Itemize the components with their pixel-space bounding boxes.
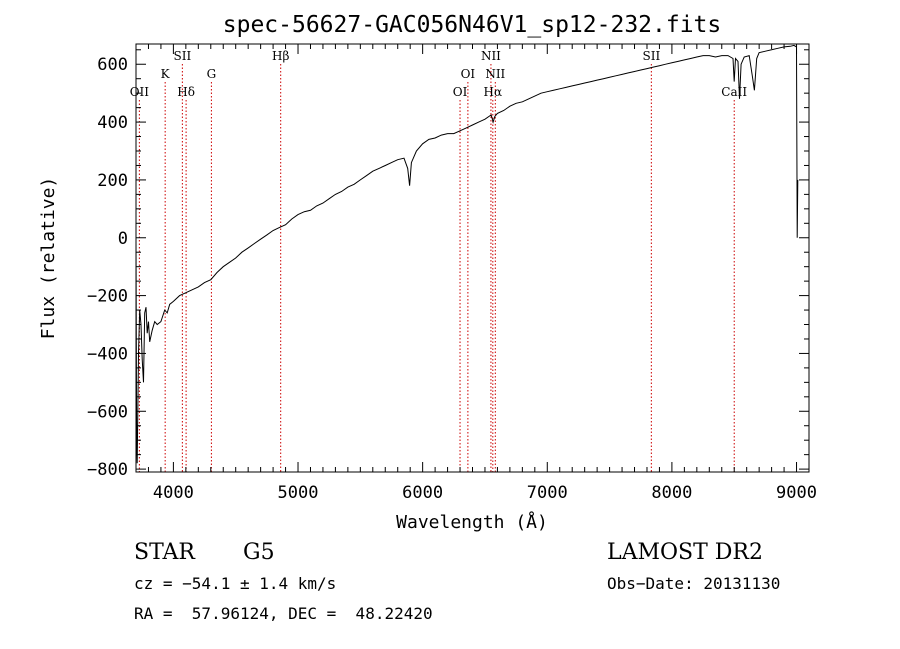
- x-axis-label: Wavelength (Å): [396, 511, 548, 533]
- y-tick-label: −600: [87, 402, 128, 422]
- y-tick-label: 400: [97, 113, 128, 133]
- chart-title: spec-56627-GAC056N46V1_sp12-232.fits: [223, 12, 722, 38]
- observation-date: Obs−Date: 20131130: [607, 574, 781, 593]
- y-axis-label: Flux (relative): [38, 177, 59, 340]
- y-tick-label: 600: [97, 55, 128, 75]
- spectrum-line: [135, 44, 799, 464]
- emission-line-label: Hα: [484, 85, 503, 99]
- y-tick-label: −200: [87, 287, 128, 307]
- x-tick-label: 6000: [402, 483, 443, 503]
- emission-line-label: CaII: [721, 85, 747, 99]
- object-class: STAR: [134, 540, 195, 565]
- survey-name: LAMOST DR2: [607, 540, 763, 565]
- x-axis-ticks: 4000 5000 6000 7000 8000 9000: [135, 44, 817, 503]
- emission-line-label: Hβ: [272, 49, 289, 63]
- x-tick-label: 8000: [651, 483, 692, 503]
- emission-line-label: OII: [130, 85, 150, 99]
- y-tick-label: 0: [118, 229, 128, 249]
- x-tick-label: 9000: [776, 483, 817, 503]
- emission-line-label: OI: [453, 85, 468, 99]
- ra-dec-coordinates: RA = 57.96124, DEC = 48.22420: [134, 604, 433, 623]
- plot-frame: [135, 43, 810, 473]
- emission-line-label: K: [161, 67, 171, 81]
- x-tick-label: 4000: [153, 483, 194, 503]
- y-tick-label: −800: [87, 460, 128, 480]
- emission-line-label: Hδ: [177, 85, 195, 99]
- x-tick-label: 5000: [278, 483, 319, 503]
- emission-line-label: NII: [485, 67, 505, 81]
- emission-line-label: OI: [461, 67, 476, 81]
- emission-line-label: SII: [642, 49, 660, 63]
- object-subclass: G5: [243, 540, 275, 565]
- y-tick-label: −400: [87, 344, 128, 364]
- y-tick-label: 200: [97, 171, 128, 191]
- redshift-cz: cz = −54.1 ± 1.4 km/s: [134, 574, 337, 593]
- x-tick-label: 7000: [527, 483, 568, 503]
- emission-line-markers: [138, 64, 735, 472]
- emission-line-label: SII: [174, 49, 192, 63]
- emission-line-label: NII: [481, 49, 501, 63]
- emission-line-label: G: [207, 67, 217, 81]
- y-axis-ticks: −800 −600 −400 −200 0 200 400 600: [87, 49, 809, 480]
